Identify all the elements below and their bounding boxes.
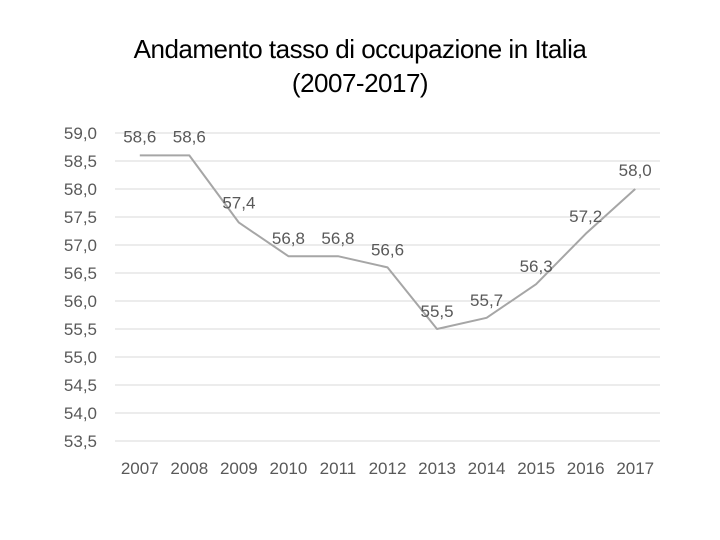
x-tick-label: 2015 (517, 459, 555, 478)
y-tick-label: 58,5 (64, 152, 97, 171)
data-label: 56,3 (520, 257, 553, 276)
x-tick-label: 2013 (418, 459, 456, 478)
x-tick-label: 2010 (269, 459, 307, 478)
data-label: 55,7 (470, 291, 503, 310)
x-tick-label: 2016 (567, 459, 605, 478)
series-group (139, 154, 636, 330)
y-tick-label: 54,0 (64, 404, 97, 423)
x-axis-tick-labels: 2007 2008 2009 2010 2011 2012 2013 2014 2015 2016… (121, 459, 654, 478)
data-label: 56,8 (321, 229, 354, 248)
x-tick-label: 2014 (468, 459, 506, 478)
data-label: 56,8 (272, 229, 305, 248)
x-tick-label: 2017 (616, 459, 654, 478)
y-tick-label: 53,5 (64, 432, 97, 451)
chart-title: Andamento tasso di occupazione in Italia… (0, 32, 720, 100)
x-tick-label: 2009 (220, 459, 258, 478)
y-axis-tick-labels: 59,0 58,5 58,0 57,5 57,0 56,5 56,0 55,5 55,0 54,5… (64, 124, 97, 451)
x-tick-label: 2008 (170, 459, 208, 478)
series-line (139, 154, 636, 330)
data-label: 55,5 (420, 302, 453, 321)
y-tick-label: 54,5 (64, 376, 97, 395)
data-label: 58,6 (173, 127, 206, 146)
data-labels: 58,6 58,6 57,4 56,8 56,8 56,6 55,5 55,7 56,3 57,2… (123, 127, 652, 321)
y-tick-label: 58,0 (64, 180, 97, 199)
chart-title-line-2: (2007-2017) (291, 68, 429, 98)
data-label: 57,4 (222, 194, 255, 213)
gridlines (115, 132, 660, 442)
data-label: 56,6 (371, 240, 404, 259)
x-tick-label: 2007 (121, 459, 159, 478)
y-tick-label: 55,0 (64, 348, 97, 367)
data-label: 57,2 (569, 207, 602, 226)
data-label: 58,6 (123, 127, 156, 146)
x-tick-label: 2012 (369, 459, 407, 478)
y-tick-label: 56,5 (64, 264, 97, 283)
data-label: 58,0 (619, 161, 652, 180)
y-tick-label: 57,0 (64, 236, 97, 255)
y-tick-label: 56,0 (64, 292, 97, 311)
x-tick-label: 2011 (320, 459, 357, 478)
y-tick-label: 59,0 (64, 124, 97, 143)
y-tick-label: 55,5 (64, 320, 97, 339)
chart-title-line-1: Andamento tasso di occupazione in Italia (133, 34, 587, 64)
y-tick-label: 57,5 (64, 208, 97, 227)
